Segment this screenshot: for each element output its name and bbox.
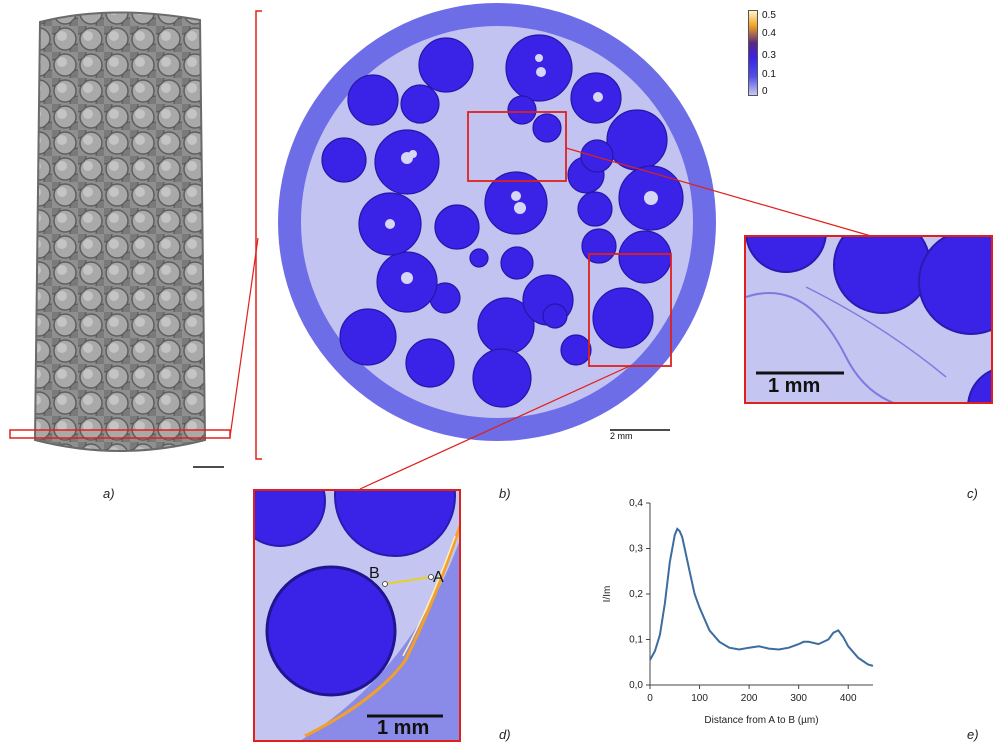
scalebar-b-label: 2 mm	[610, 431, 633, 441]
bead-column	[33, 11, 207, 452]
colorbar-tick-2: 0.3	[762, 50, 776, 61]
point-b-label: B	[369, 565, 380, 582]
column-3d-render	[9, 11, 259, 468]
panel-label-a: a)	[103, 486, 115, 501]
zoom-c-image	[746, 237, 991, 402]
panel-label-c: c)	[967, 486, 978, 501]
tomography-slice	[278, 3, 716, 441]
x-tick-label: 400	[840, 693, 857, 704]
y-tick-label: 0,1	[629, 635, 643, 646]
scalebar-c-label: 1 mm	[768, 375, 821, 397]
colorbar-tick-0: 0.5	[762, 10, 776, 21]
point-a-label: A	[433, 569, 444, 586]
colorbar-tick-3: 0.1	[762, 69, 776, 80]
y-tick-label: 0,3	[629, 544, 643, 555]
zoom-region-c	[467, 111, 567, 182]
colorbar-tick-4: 0	[762, 86, 768, 97]
zoom-panel-c: 1 mm	[744, 235, 993, 404]
colorbar-tick-1: 0.4	[762, 28, 776, 39]
y-axis-label: I/Im	[602, 586, 613, 603]
bead-inclusions	[385, 54, 658, 284]
x-tick-label: 0	[647, 693, 653, 704]
bracket	[255, 10, 262, 460]
zoom-panel-d: B A 1 mm	[253, 489, 461, 742]
scalebar-d-label: 1 mm	[377, 717, 430, 739]
panel-label-d: d)	[499, 727, 511, 742]
y-tick-label: 0,0	[629, 680, 643, 691]
chart-axes	[649, 503, 873, 686]
profile-series-line	[649, 527, 874, 667]
panel-label-b: b)	[499, 486, 511, 501]
panel-label-e: e)	[967, 727, 979, 742]
y-tick-label: 0,4	[629, 498, 643, 509]
zoom-d-image	[255, 491, 459, 740]
x-tick-label: 100	[691, 693, 708, 704]
x-tick-label: 200	[741, 693, 758, 704]
colorbar	[748, 10, 758, 96]
x-axis-label: Distance from A to B (µm)	[704, 715, 818, 726]
chart-ticks: 0 100 200 300 400 0,0 0,1 0,2 0,3 0,4	[629, 498, 857, 704]
y-tick-label: 0,2	[629, 589, 643, 600]
profile-chart: 0 100 200 300 400 0,0 0,1 0,2 0,3 0,4 Distance fr…	[602, 498, 874, 726]
connector-line	[229, 237, 259, 438]
x-tick-label: 300	[790, 693, 807, 704]
